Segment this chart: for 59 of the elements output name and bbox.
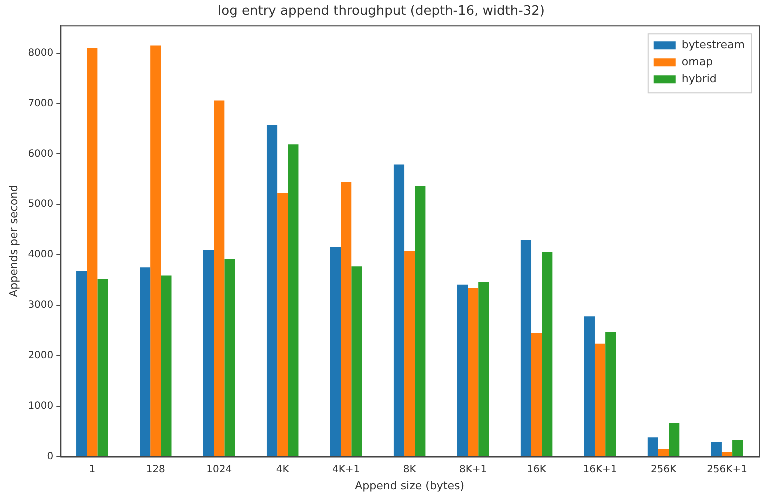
bar — [214, 100, 225, 456]
y-tick-label: 8000 — [28, 48, 54, 59]
x-tick-label: 4K — [276, 464, 290, 476]
bar — [468, 288, 479, 456]
bar — [266, 125, 278, 456]
bar — [594, 344, 606, 456]
y-tick-label: 2000 — [28, 350, 54, 362]
bar — [224, 259, 236, 456]
bar — [352, 266, 362, 456]
bar — [722, 452, 733, 456]
chart-title: log entry append throughput (depth-16, width-32) — [218, 4, 545, 20]
legend-label: bytestream — [682, 38, 746, 52]
y-tick-label: 4000 — [28, 250, 54, 261]
y-tick-label: 3000 — [28, 300, 54, 312]
bar — [278, 194, 288, 456]
x-tick-label: 16K — [527, 464, 547, 476]
bar — [532, 333, 542, 456]
bar — [76, 271, 88, 456]
x-tick-label: 16K+1 — [583, 464, 618, 476]
y-axis-title: Appends per second — [7, 184, 20, 298]
x-tick-label: 256K — [650, 464, 678, 476]
bar — [161, 276, 172, 456]
bar — [584, 316, 595, 456]
bar — [288, 144, 299, 456]
legend-label: omap — [682, 55, 714, 68]
legend-label: hybrid — [682, 72, 717, 86]
bar — [520, 240, 532, 456]
bar — [606, 332, 616, 456]
x-tick-label: 128 — [146, 464, 166, 476]
bar — [658, 449, 670, 456]
bar — [341, 182, 352, 456]
y-tick-label: 1000 — [28, 400, 54, 412]
bar — [203, 250, 214, 456]
bar — [711, 442, 722, 456]
x-tick-label: 4K+1 — [332, 464, 360, 476]
bar — [394, 164, 405, 456]
y-tick-label: 6000 — [28, 148, 54, 160]
bar — [150, 46, 162, 456]
x-tick-label: 1024 — [206, 464, 232, 476]
bar — [404, 251, 416, 456]
bar — [732, 440, 744, 456]
bar — [140, 268, 151, 456]
x-axis-title: Append size (bytes) — [355, 479, 465, 492]
x-tick-label: 1 — [89, 464, 96, 476]
bar — [542, 252, 553, 456]
y-tick-label: 7000 — [28, 98, 54, 110]
x-tick-label: 256K+1 — [707, 464, 748, 476]
bar — [669, 423, 680, 456]
bar — [87, 48, 98, 456]
x-tick-label: 8K+1 — [459, 464, 488, 476]
x-tick-label: 8K — [403, 464, 417, 476]
y-tick-label: 0 — [47, 451, 54, 462]
bar — [98, 279, 108, 456]
bar — [457, 284, 468, 456]
bar — [330, 248, 342, 456]
y-tick-label: 5000 — [28, 199, 54, 210]
bar — [648, 438, 658, 456]
bar — [415, 186, 426, 456]
bar — [478, 282, 490, 456]
